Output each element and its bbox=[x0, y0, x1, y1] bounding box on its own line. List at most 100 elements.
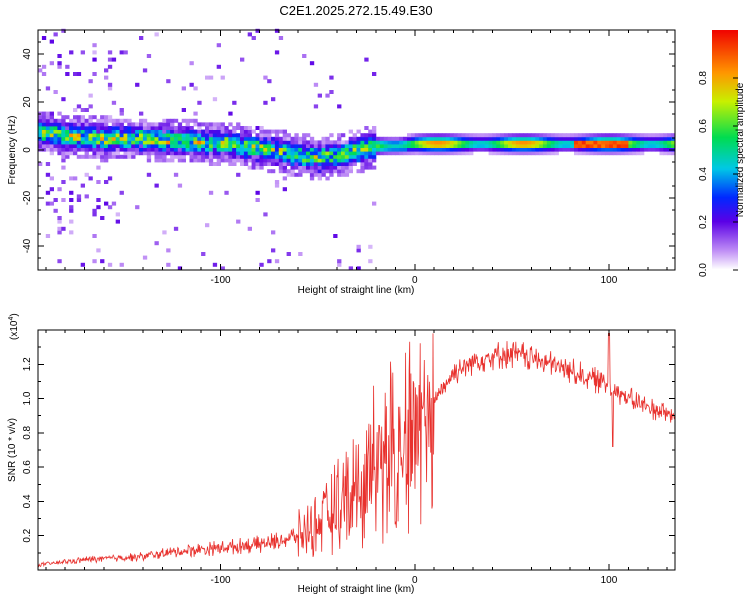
spectrogram-cell bbox=[352, 136, 357, 141]
spectrogram-cell bbox=[208, 190, 214, 195]
spectrogram-cell bbox=[247, 147, 252, 152]
spectrogram-cell bbox=[69, 136, 74, 141]
spectrogram-cell bbox=[76, 72, 82, 76]
spectrogram-cell bbox=[414, 151, 420, 156]
spectrogram-cell bbox=[45, 136, 51, 141]
spectrogram-cell bbox=[290, 154, 295, 159]
spectrogram-cell bbox=[368, 147, 373, 152]
spectrogram-cell bbox=[593, 140, 598, 145]
spectrogram-cell bbox=[643, 133, 649, 138]
spectrogram-cell bbox=[173, 144, 179, 148]
spectrogram-cell bbox=[329, 133, 334, 138]
spectrogram-cell bbox=[127, 136, 132, 141]
spectrogram-cell bbox=[321, 158, 326, 163]
spectrogram-cell bbox=[255, 28, 260, 33]
spectrogram-cell bbox=[135, 122, 140, 127]
spectrogram-cell bbox=[344, 165, 350, 170]
spectrogram-cell bbox=[181, 147, 186, 152]
spectrogram-cell bbox=[73, 72, 78, 76]
spectrogram-cell bbox=[636, 147, 641, 152]
spectrogram-cell bbox=[539, 147, 544, 152]
spectrogram-cell bbox=[150, 122, 155, 127]
spectrogram-cell bbox=[309, 162, 315, 166]
spectrogram-cell bbox=[38, 126, 43, 130]
spectrogram-cell bbox=[127, 151, 132, 156]
spectrogram-cell bbox=[325, 93, 330, 98]
spectrogram-cell bbox=[127, 154, 132, 159]
colorbar-segment bbox=[712, 254, 738, 257]
spectrogram-cell bbox=[636, 136, 641, 141]
spectrogram-cell bbox=[449, 147, 454, 152]
spectrogram-cell bbox=[57, 136, 62, 141]
colorbar-segment bbox=[712, 94, 738, 97]
spectrogram-cell bbox=[185, 122, 190, 127]
spectrogram-cell bbox=[189, 82, 194, 87]
spectrogram-cell bbox=[535, 133, 540, 138]
spectrogram-cell bbox=[208, 162, 214, 166]
spectrogram-cell bbox=[247, 154, 252, 159]
spectrogram-cell bbox=[274, 151, 280, 156]
spectrogram-cell bbox=[317, 176, 322, 181]
spectrogram-cell bbox=[205, 147, 210, 152]
colorbar-segment bbox=[712, 120, 738, 123]
spectrogram-cell bbox=[185, 118, 190, 123]
spectrogram-cell bbox=[313, 82, 319, 87]
spectrogram-cell bbox=[410, 151, 416, 156]
spectrogram-cell bbox=[65, 154, 70, 159]
spectrogram-cell bbox=[240, 136, 245, 141]
spectrogram-cell bbox=[267, 140, 272, 145]
spectrogram-cell bbox=[216, 43, 221, 48]
spectrogram-cell bbox=[667, 144, 672, 148]
spectrogram-cell bbox=[205, 136, 210, 141]
spectrogram-cell bbox=[364, 147, 369, 152]
spectrogram-cell bbox=[216, 126, 221, 130]
spectrogram-cell bbox=[197, 147, 202, 152]
spectrogram-cell bbox=[379, 140, 385, 145]
spectrogram-cell bbox=[259, 144, 264, 148]
colorbar-segment bbox=[712, 46, 738, 49]
spectrogram-cell bbox=[158, 129, 163, 134]
spectrogram-cell bbox=[177, 183, 183, 188]
spectrogram-cell bbox=[577, 140, 583, 145]
spectrogram-cell bbox=[107, 64, 113, 69]
colorbar-segment bbox=[712, 224, 738, 227]
spectrogram-cell bbox=[107, 50, 113, 55]
spectrogram-cell bbox=[111, 136, 117, 141]
spectrogram-cell bbox=[201, 151, 206, 156]
spectrogram-cell bbox=[92, 234, 97, 238]
spectrogram-cell bbox=[589, 140, 594, 145]
spectrogram-cell bbox=[45, 118, 51, 123]
spectrogram-cell bbox=[139, 129, 144, 134]
spectrogram-cell bbox=[45, 172, 51, 177]
spectrogram-cell bbox=[632, 136, 637, 141]
spectrogram-cell bbox=[84, 118, 89, 123]
spectrogram-cell bbox=[146, 126, 152, 130]
spectrogram-cell bbox=[515, 140, 521, 145]
spectrogram-cell bbox=[205, 144, 210, 148]
spectrogram-cell bbox=[566, 133, 571, 138]
spectrogram-cell bbox=[581, 140, 587, 145]
spectrogram-cell bbox=[146, 158, 152, 163]
spectrogram-cell bbox=[73, 126, 78, 130]
spectrogram-cell bbox=[484, 140, 489, 145]
spectrogram-cell bbox=[410, 144, 416, 148]
spectrogram-cell bbox=[53, 140, 58, 145]
spectrogram-cell bbox=[224, 158, 229, 163]
spectrogram-cell bbox=[205, 133, 210, 138]
spectrogram-cell bbox=[364, 162, 369, 166]
spectrogram-cell bbox=[601, 147, 606, 152]
spectrogram-cell bbox=[201, 158, 206, 163]
spectrogram-cell bbox=[306, 154, 311, 159]
spectrogram-cell bbox=[531, 140, 536, 145]
spectrogram-cell bbox=[263, 154, 268, 159]
spectrogram-cell bbox=[574, 151, 579, 156]
spectrogram-cell bbox=[92, 50, 97, 55]
colorbar-segment bbox=[712, 40, 738, 43]
spectrogram-cell bbox=[546, 140, 552, 145]
spectrogram-cell bbox=[341, 165, 346, 170]
spectrogram-cell bbox=[302, 158, 307, 163]
spectrogram-cell bbox=[146, 54, 152, 58]
spectrogram-cell bbox=[142, 118, 148, 123]
spectrogram-panel bbox=[38, 28, 676, 271]
colorbar-segment bbox=[712, 52, 738, 55]
